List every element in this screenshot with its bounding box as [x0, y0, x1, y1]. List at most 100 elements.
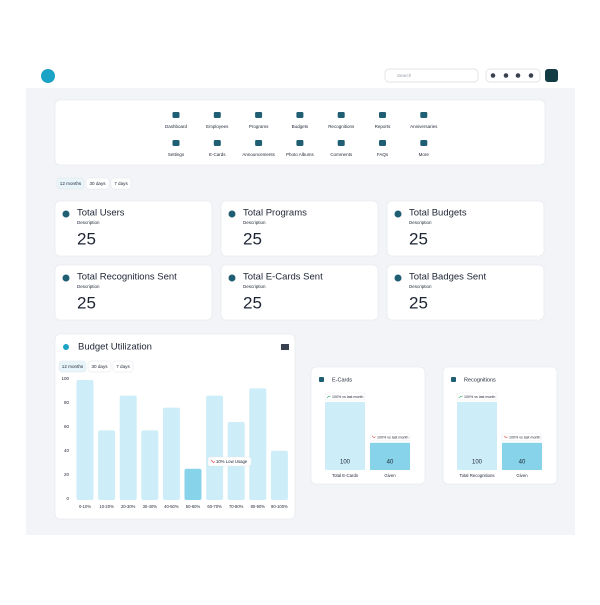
theme-icon[interactable]	[528, 73, 534, 78]
bar	[141, 430, 159, 500]
stat-description: Description	[409, 284, 432, 289]
stat-description: Description	[243, 220, 266, 225]
nav-label[interactable]: FAQs	[377, 152, 389, 157]
nav-icon[interactable]	[255, 112, 263, 118]
x-tick-label: 0-10%	[79, 504, 91, 509]
y-tick-label: 40	[64, 448, 70, 453]
stat-title: Total Badges Sent	[409, 272, 486, 283]
stat-icon	[394, 274, 402, 282]
filter-tab[interactable]	[110, 177, 132, 190]
nav-label[interactable]: Settings	[168, 152, 185, 157]
nav-label[interactable]: Programs	[249, 124, 269, 129]
bar	[325, 402, 365, 470]
stat-icon	[394, 210, 402, 218]
annotation: 100% vs last month	[509, 436, 540, 440]
nav-label[interactable]: Budgets	[292, 124, 309, 129]
stat-value: 25	[243, 229, 262, 248]
stat-value: 25	[77, 293, 96, 312]
nav-label[interactable]: Employees	[206, 124, 229, 129]
stat-icon	[62, 210, 70, 218]
filter-tab[interactable]	[58, 360, 87, 373]
nav-label[interactable]: Photo Albums	[286, 152, 315, 157]
category-label: Given	[384, 473, 396, 478]
top-bar	[26, 62, 575, 88]
stat-card	[220, 264, 379, 321]
nav-label[interactable]: Announcements	[242, 152, 275, 157]
stat-title: Total Budgets	[409, 208, 467, 219]
filter-icon[interactable]	[490, 73, 496, 78]
help-icon[interactable]	[503, 73, 509, 78]
category-label: Total Recognitions	[459, 473, 494, 478]
annotation: 10% Low Usage	[216, 459, 248, 464]
nav-icon[interactable]	[420, 140, 428, 146]
bar	[119, 395, 137, 500]
nav-icon[interactable]	[296, 140, 304, 146]
nav-label[interactable]: Comments	[330, 152, 353, 157]
nav-label[interactable]: Reports	[375, 124, 392, 129]
bar-value: 100	[340, 460, 351, 466]
nav-label[interactable]: Recognitions	[328, 124, 355, 129]
chart-icon	[451, 377, 456, 382]
nav-label[interactable]: Dashboard	[165, 124, 188, 129]
nav-icon[interactable]	[255, 140, 263, 146]
annotation: 100% vs last month	[377, 436, 408, 440]
category-label: Total E-Cards	[332, 473, 358, 478]
stat-card	[386, 200, 545, 257]
stat-icon	[228, 210, 236, 218]
logo[interactable]	[41, 69, 55, 83]
search-box[interactable]	[384, 68, 479, 83]
annotation: 100% vs last month	[464, 395, 495, 399]
nav-icon[interactable]	[337, 112, 345, 118]
profile-button[interactable]	[545, 69, 558, 82]
x-tick-label: 90-100%	[271, 504, 288, 509]
bar-value: 40	[387, 460, 394, 466]
stat-card	[54, 200, 213, 257]
nav-label[interactable]: More	[419, 152, 430, 157]
chart-icon	[319, 377, 324, 382]
bar	[370, 442, 410, 470]
annotation-box	[324, 392, 366, 401]
nav-icon[interactable]	[213, 112, 221, 118]
y-tick-label: 0	[66, 496, 69, 501]
filter-tab[interactable]	[112, 360, 134, 373]
x-tick-label: 70-80%	[229, 504, 244, 509]
stat-card	[54, 264, 213, 321]
x-tick-label: 60-70%	[207, 504, 222, 509]
y-tick-label: 60	[64, 424, 70, 429]
stat-icon	[228, 274, 236, 282]
nav-label[interactable]: Anniversaries	[410, 124, 438, 129]
nav-icon[interactable]	[420, 112, 428, 118]
filter-tab-label: 7 days	[114, 181, 128, 186]
annotation-box	[456, 392, 498, 401]
bar	[162, 407, 180, 500]
bar-value: 100	[472, 460, 483, 466]
nav-icon[interactable]	[379, 112, 386, 118]
bar	[502, 442, 542, 470]
chart-filter-icon[interactable]	[281, 344, 289, 350]
filter-tab[interactable]	[87, 360, 112, 373]
filter-tab[interactable]	[85, 177, 110, 190]
bar	[457, 402, 497, 470]
nav-icon[interactable]	[172, 140, 180, 146]
search-placeholder: Search	[397, 73, 412, 78]
nav-icon[interactable]	[337, 140, 345, 146]
filter-tab-label: 30 days	[91, 364, 108, 369]
bar-value: 40	[519, 460, 526, 466]
nav-label[interactable]: E-Cards	[209, 152, 226, 157]
nav-icon[interactable]	[172, 112, 180, 118]
stat-title: Total Users	[77, 208, 125, 219]
nav-icon[interactable]	[213, 140, 221, 146]
stat-description: Description	[243, 284, 266, 289]
stat-title: Total E-Cards Sent	[243, 272, 323, 283]
stat-card	[220, 200, 379, 257]
stat-value: 25	[409, 293, 428, 312]
chart-title: Budget Utilization	[78, 342, 152, 353]
bar	[270, 450, 288, 500]
filter-tab[interactable]	[56, 177, 85, 190]
x-tick-label: 10-20%	[99, 504, 114, 509]
nav-icon[interactable]	[296, 112, 304, 118]
filter-tab-label: 12 months	[62, 364, 84, 369]
nav-icon[interactable]	[379, 140, 386, 146]
settings-icon[interactable]	[515, 73, 521, 78]
